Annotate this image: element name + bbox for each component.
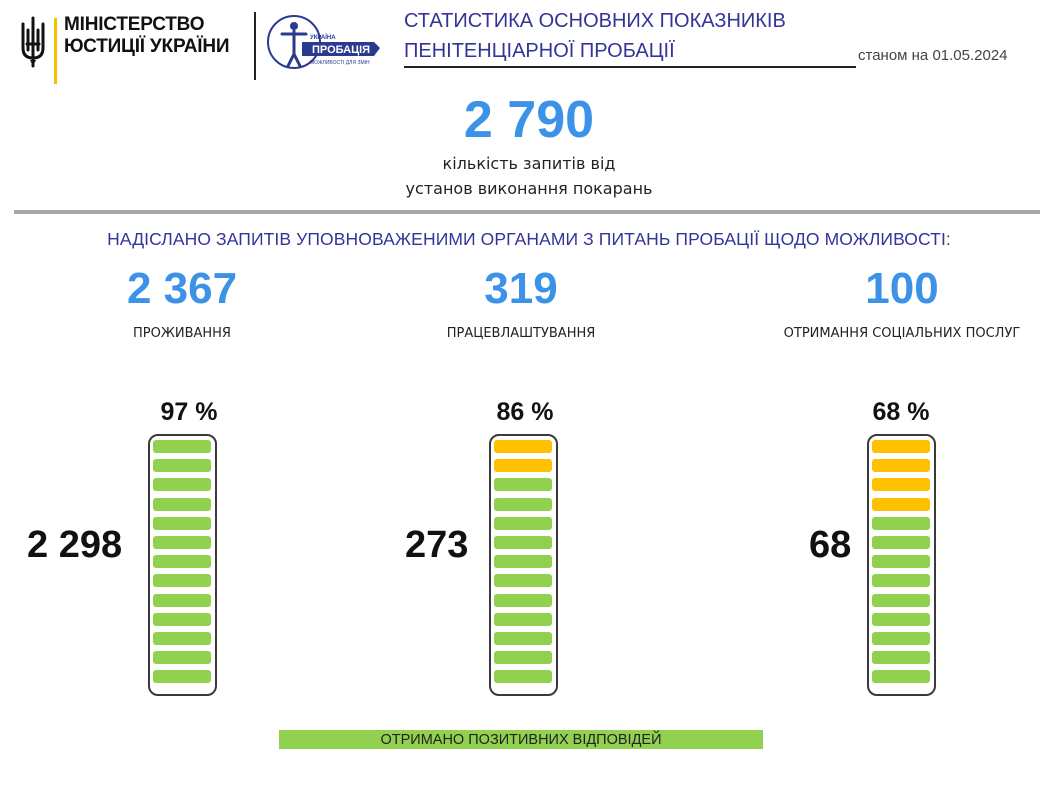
gauge-segment-positive xyxy=(872,555,930,569)
gauge-segment-positive xyxy=(872,651,930,665)
employment-gauge xyxy=(489,434,558,696)
gauge-segment-positive xyxy=(153,536,211,549)
social-gauge xyxy=(867,434,936,696)
total-requests-value: 2 790 xyxy=(463,91,595,149)
gauge-segment-positive xyxy=(153,632,211,645)
total-caption-line1: кількість запитів від xyxy=(442,154,616,173)
housing-gauge xyxy=(148,434,217,696)
housing-requests-value: 2 367 xyxy=(126,264,238,313)
section-separator xyxy=(14,210,1040,214)
gauge-segment-positive xyxy=(153,516,211,530)
total-requests-caption: кількість запитів від установ виконання … xyxy=(0,151,1058,201)
title-underline xyxy=(404,66,856,68)
gauge-segment-positive xyxy=(153,670,211,684)
gauge-segment-positive xyxy=(153,612,211,626)
gauge-segment-positive xyxy=(872,612,930,626)
gauge-segment-positive xyxy=(872,574,930,588)
ministry-name: МІНІСТЕРСТВО ЮСТИЦІЇ УКРАЇНИ xyxy=(64,14,229,58)
housing-positive-count: 2 298 xyxy=(27,524,123,566)
social-positive-count: 68 xyxy=(809,524,852,566)
gauge-segment-positive xyxy=(494,632,552,645)
housing-percent: 97 % xyxy=(160,398,218,426)
gauge-segment-positive xyxy=(494,555,552,569)
legend-positive-responses: ОТРИМАНО ПОЗИТИВНИХ ВІДПОВІДЕЙ xyxy=(279,730,763,749)
gauge-segment-positive xyxy=(153,593,211,607)
report-title-line2: ПЕНІТЕНЦІАРНОЇ ПРОБАЦІЇ xyxy=(404,40,675,62)
social-label: ОТРИМАННЯ СОЦІАЛЬНИХ ПОСЛУГ xyxy=(783,326,1021,341)
social-requests-value: 100 xyxy=(865,264,939,313)
employment-percent: 86 % xyxy=(496,398,554,426)
gauge-segment-positive xyxy=(153,651,211,665)
gauge-segment-positive xyxy=(872,536,930,549)
gauge-segment-positive xyxy=(494,612,552,626)
gauge-segment-positive xyxy=(494,516,552,530)
gauge-segment-positive xyxy=(494,536,552,549)
employment-requests-value: 319 xyxy=(484,264,558,313)
gauge-segment-remaining xyxy=(872,497,930,511)
social-percent: 68 % xyxy=(872,398,930,426)
gauge-segment-positive xyxy=(494,478,552,492)
gauge-segment-positive xyxy=(494,651,552,665)
section-title: НАДІСЛАНО ЗАПИТІВ УПОВНОВАЖЕНИМИ ОРГАНАМ… xyxy=(107,229,951,249)
gauge-segment-remaining xyxy=(872,440,930,453)
gauge-segment-positive xyxy=(153,440,211,453)
flag-stripe xyxy=(54,18,57,84)
column-social-services: 100 ОТРИМАННЯ СОЦІАЛЬНИХ ПОСЛУГ 68 % 68 xyxy=(742,262,1058,702)
gauge-segment-positive xyxy=(153,459,211,473)
probation-logo: УКРАЇНА ПРОБАЦІЯ МОЖЛИВОСТІ ДЛЯ ЗМІН xyxy=(264,12,384,72)
gauge-segment-remaining xyxy=(494,440,552,453)
ministry-name-line1: МІНІСТЕРСТВО xyxy=(64,14,205,35)
ministry-logo: МІНІСТЕРСТВО ЮСТИЦІЇ УКРАЇНИ xyxy=(18,12,258,84)
gauge-segment-positive xyxy=(153,555,211,569)
gauge-segment-remaining xyxy=(872,478,930,492)
report-title: СТАТИСТИКА ОСНОВНИХ ПОКАЗНИКІВ ПЕНІТЕНЦІ… xyxy=(404,6,786,66)
employment-positive-count: 273 xyxy=(405,524,469,566)
gauge-segment-positive xyxy=(153,478,211,492)
total-caption-line2: установ виконання покарань xyxy=(405,179,653,198)
gauge-segment-positive xyxy=(494,497,552,511)
trident-icon xyxy=(21,16,45,68)
gauge-segment-remaining xyxy=(872,459,930,473)
gauge-segment-positive xyxy=(872,632,930,645)
gauge-segment-positive xyxy=(153,497,211,511)
housing-label: ПРОЖИВАННЯ xyxy=(133,326,231,341)
gauge-segment-positive xyxy=(872,593,930,607)
employment-label: ПРАЦЕВЛАШТУВАННЯ xyxy=(446,326,596,341)
gauge-segment-remaining xyxy=(494,459,552,473)
probation-logo-line3: МОЖЛИВОСТІ ДЛЯ ЗМІН xyxy=(310,60,370,66)
gauge-segment-positive xyxy=(494,593,552,607)
column-employment: 319 ПРАЦЕВЛАШТУВАННЯ 86 % 273 xyxy=(361,262,681,702)
report-title-line1: СТАТИСТИКА ОСНОВНИХ ПОКАЗНИКІВ xyxy=(404,10,786,32)
header-divider xyxy=(254,12,256,80)
probation-logo-icon: УКРАЇНА ПРОБАЦІЯ МОЖЛИВОСТІ ДЛЯ ЗМІН xyxy=(267,15,380,69)
gauge-segment-positive xyxy=(872,516,930,530)
report-date: станом на 01.05.2024 xyxy=(858,47,1008,64)
probation-logo-line2: ПРОБАЦІЯ xyxy=(312,44,370,56)
gauge-segment-positive xyxy=(153,574,211,588)
gauge-segment-positive xyxy=(494,574,552,588)
gauge-segment-positive xyxy=(494,670,552,684)
ministry-name-line2: ЮСТИЦІЇ УКРАЇНИ xyxy=(64,36,230,57)
column-housing: 2 367 ПРОЖИВАННЯ 97 % 2 298 xyxy=(22,262,342,702)
gauge-segment-positive xyxy=(872,670,930,684)
probation-logo-line1: УКРАЇНА xyxy=(310,34,336,41)
